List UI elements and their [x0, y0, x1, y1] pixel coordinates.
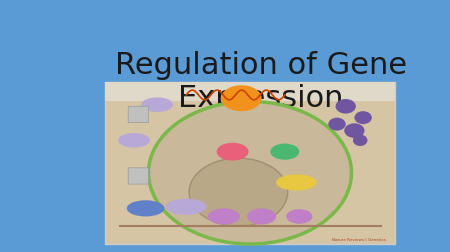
Ellipse shape [166, 199, 207, 215]
Ellipse shape [286, 209, 312, 224]
Text: Nature Reviews | Genetics: Nature Reviews | Genetics [333, 237, 386, 241]
Ellipse shape [344, 124, 364, 138]
Ellipse shape [276, 175, 317, 191]
Ellipse shape [141, 98, 173, 113]
Ellipse shape [208, 209, 240, 225]
Ellipse shape [148, 102, 351, 244]
Ellipse shape [118, 134, 150, 148]
Ellipse shape [355, 112, 372, 125]
FancyBboxPatch shape [105, 83, 395, 244]
FancyBboxPatch shape [105, 83, 395, 102]
FancyBboxPatch shape [128, 107, 149, 123]
Ellipse shape [328, 118, 346, 131]
Ellipse shape [247, 209, 276, 225]
Text: Regulation of Gene
Expression: Regulation of Gene Expression [115, 50, 407, 113]
Ellipse shape [270, 144, 299, 160]
Ellipse shape [336, 100, 356, 114]
Ellipse shape [353, 135, 368, 146]
Ellipse shape [127, 200, 164, 217]
Ellipse shape [189, 159, 288, 226]
Ellipse shape [216, 143, 248, 161]
FancyBboxPatch shape [128, 168, 149, 184]
Ellipse shape [221, 86, 261, 112]
